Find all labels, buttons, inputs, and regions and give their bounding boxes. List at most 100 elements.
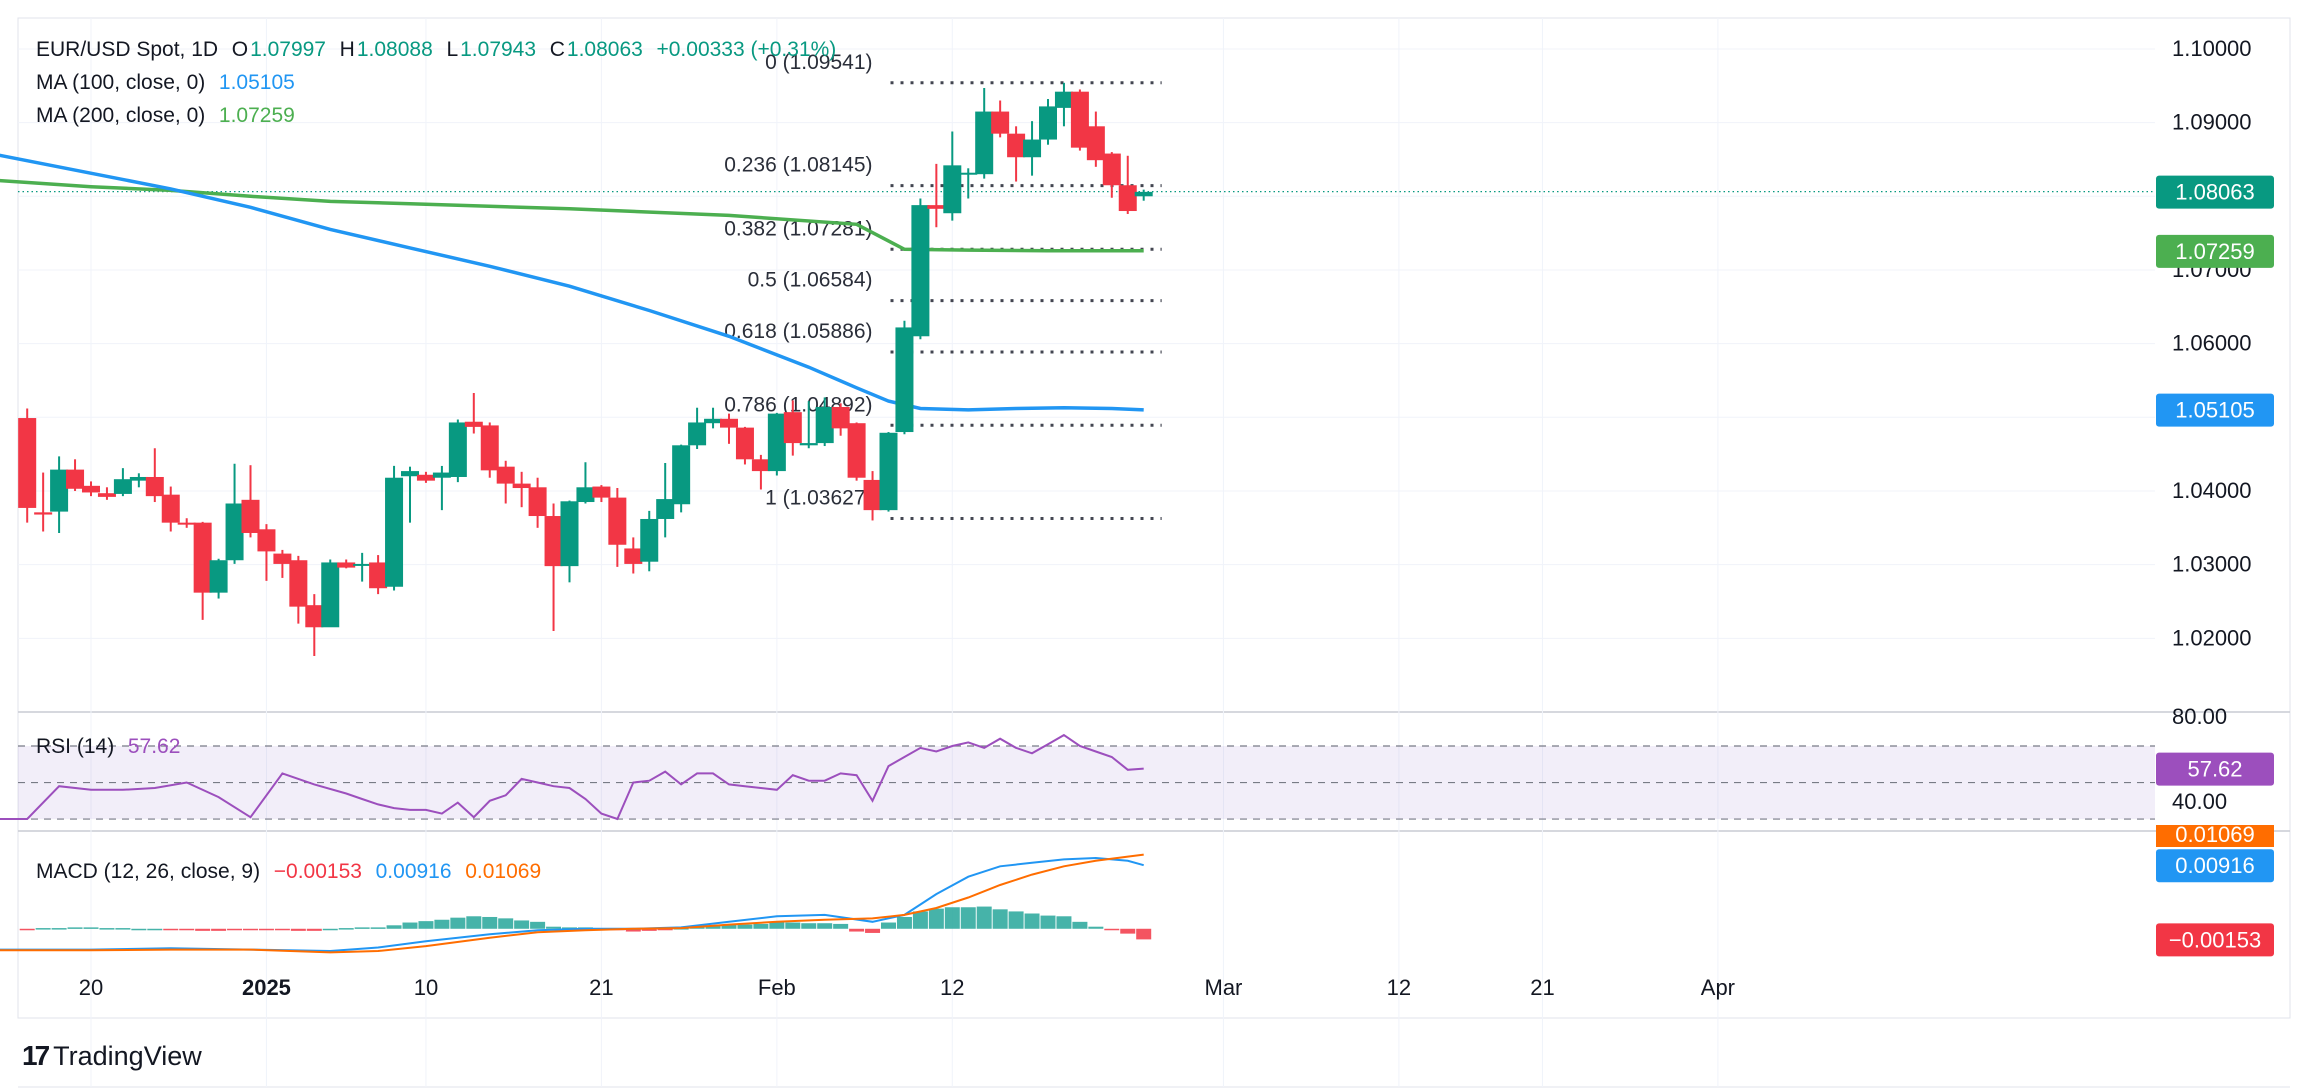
time-axis-label: 21 [1530,975,1554,1000]
rsi-badge [2156,752,2274,786]
ma100-legend: MA (100, close, 0) 1.05105 [36,71,297,95]
candle [911,198,930,340]
candle [815,397,834,447]
candle [799,401,818,449]
price-badge-label: 1.05105 [2175,398,2255,423]
price-badge [2156,393,2274,427]
rsi-axis-label: 80.00 [2172,704,2227,729]
price-badge-label: 1.07259 [2175,239,2255,264]
candle [145,448,164,503]
close-label: C [549,38,565,61]
candle [353,552,372,582]
candle-body [767,413,786,472]
candle-body [353,563,372,566]
candle-body [640,518,659,562]
macd-badge [2156,923,2274,957]
candle [321,559,340,628]
candle-body [1118,185,1137,212]
candle-body [480,425,499,471]
candle [480,422,499,478]
candle-body [927,205,946,209]
macd-histogram-bar [498,918,514,929]
candle [767,412,786,476]
macd-histogram-bar [290,928,306,931]
macd-histogram-bar [721,924,737,929]
candle-body [337,562,356,568]
rsi-line [0,733,1144,821]
candle-body [672,445,691,505]
macd-histogram-bar [386,925,402,929]
candle-body [895,327,914,433]
macd-histogram-bar [482,916,498,929]
candle [576,462,595,504]
macd-histogram-bar [625,928,641,932]
candle-body [528,487,547,517]
price-badge [2156,175,2274,209]
macd-histogram-bar [131,928,147,931]
candle-body [799,443,818,446]
candle [18,408,37,523]
rsi-axis-label: 40.00 [2172,789,2227,814]
candle [369,555,388,595]
candle-body [624,548,643,564]
change-value: +0.00333 (+0.31%) [656,38,837,61]
macd-histogram-bar [450,917,466,929]
candle-body [991,111,1010,134]
candle-body [321,562,340,628]
candle-body [847,423,866,478]
candle-body [608,497,627,545]
rsi-legend: RSI (14) 57.62 [36,735,182,759]
candle [193,521,212,620]
macd-histogram-bar [514,920,530,929]
fib-level-label: 0 (1.09541) [765,51,872,74]
macd-histogram-bar [817,923,833,929]
macd-histogram-bar [992,909,1008,929]
candle-body [496,466,515,484]
candle-body [82,485,100,493]
candle [512,471,531,508]
candle-body [863,479,882,511]
macd-histogram-bar [99,928,115,930]
macd-histogram-bar [785,922,801,929]
ma200-legend: MA (200, close, 0) 1.07259 [36,104,297,128]
candle-body [911,205,930,337]
macd-histogram-bar [83,927,99,929]
candle-body [66,469,85,489]
candle-body [1086,126,1105,161]
time-axis-label: Feb [758,975,796,1000]
candle-body [783,412,802,444]
tradingview-logo[interactable]: 17 TradingView [22,1040,202,1072]
macd-histogram-bar [211,928,227,931]
candle [847,422,866,481]
candle-body [113,479,132,494]
macd-histogram-bar [402,922,418,929]
fib-level-label: 0.236 (1.08145) [724,154,872,177]
candle [624,537,643,574]
macd-histogram-bar [1120,928,1136,934]
candle-body [1134,191,1153,197]
candle [1039,99,1057,145]
candle-body [751,459,770,472]
candle [720,413,738,444]
candle [783,400,802,456]
candle-body [464,421,483,427]
rsi-label: RSI (14) [36,735,115,758]
macd-histogram-bar [195,928,211,931]
time-axis-label: 21 [589,975,613,1000]
time-axis-label: 12 [940,975,964,1000]
candle-body [720,418,738,428]
chart-frame [17,17,2291,1019]
candle [66,459,85,491]
price-tick-label: 1.09000 [2172,110,2252,135]
macd-signal-badge [2156,825,2274,847]
candle-body [1039,106,1057,140]
candle-body [241,499,260,533]
candle [704,407,723,429]
price-badge-label: 1.08063 [2175,180,2255,205]
macd-line-value: 0.00916 [375,860,452,883]
candle [177,518,196,528]
macd-histogram-bar [849,928,865,932]
candle [560,500,579,583]
open-value: 1.07997 [250,38,326,61]
macd-histogram-bar [928,908,944,929]
